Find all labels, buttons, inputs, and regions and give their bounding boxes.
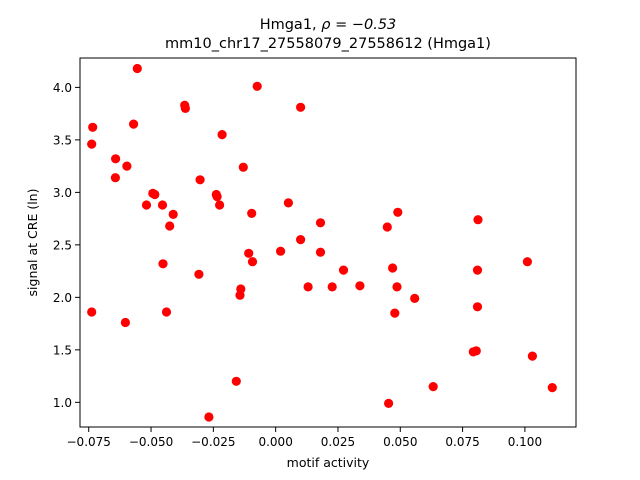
data-point — [247, 257, 258, 267]
data-point — [276, 246, 286, 256]
data-point — [110, 173, 120, 183]
data-point — [204, 412, 214, 422]
data-point — [212, 192, 222, 202]
data-point — [388, 263, 398, 273]
data-point — [392, 282, 402, 292]
y-tick-label: 3.5 — [53, 133, 72, 147]
x-tick-label: 0.050 — [383, 435, 417, 449]
data-point — [180, 103, 190, 113]
data-point — [165, 221, 175, 231]
chart-title-line2: mm10_chr17_27558079_27558612 (Hmga1) — [165, 36, 491, 52]
data-point — [235, 290, 245, 300]
y-tick-label: 3.0 — [53, 186, 72, 200]
data-point — [247, 208, 257, 218]
data-point — [122, 161, 132, 171]
y-axis-label: signal at CRE (ln) — [25, 189, 40, 297]
data-point — [111, 154, 121, 164]
data-point — [120, 317, 130, 328]
data-point — [88, 122, 98, 132]
data-point — [410, 293, 420, 303]
data-point — [471, 346, 481, 356]
data-point — [522, 257, 533, 267]
points-layer — [87, 63, 557, 422]
data-point — [150, 189, 160, 200]
y-tick-label: 4.0 — [53, 81, 72, 95]
data-point — [87, 139, 97, 149]
data-point — [168, 209, 178, 219]
data-point — [195, 175, 205, 185]
data-point — [194, 269, 204, 279]
data-point — [296, 235, 306, 245]
data-point — [393, 207, 403, 217]
data-point — [472, 265, 483, 275]
data-point — [283, 198, 293, 208]
x-tick-label: −0.050 — [129, 435, 173, 449]
data-point — [87, 307, 97, 317]
data-point — [547, 383, 557, 393]
data-point — [215, 200, 225, 210]
data-point — [384, 398, 394, 408]
data-point — [390, 308, 400, 318]
data-point — [231, 376, 241, 386]
data-point — [527, 351, 538, 361]
data-point — [428, 382, 438, 392]
data-point — [296, 102, 306, 112]
x-axis-label: motif activity — [287, 455, 370, 470]
plot-frame — [79, 57, 577, 428]
data-point — [158, 259, 168, 269]
data-point — [129, 119, 139, 129]
x-tick-label: 0.075 — [445, 435, 479, 449]
y-tick-label: 2.0 — [53, 291, 72, 305]
data-point — [327, 282, 337, 292]
y-axis: 1.0 1.5 2.0 2.5 3.0 3.5 4.0 — [53, 81, 80, 410]
x-tick-label: 0.025 — [321, 435, 355, 449]
data-point — [382, 222, 392, 232]
data-point — [338, 265, 349, 275]
chart-title-line1: Hmga1, ρ = −0.53 — [260, 17, 397, 33]
x-tick-label: 0.000 — [258, 435, 292, 449]
data-point — [355, 281, 365, 291]
data-point — [157, 200, 168, 210]
data-point — [252, 81, 262, 91]
data-point — [161, 307, 172, 317]
x-axis: −0.075 −0.050 −0.025 0.000 0.025 0.050 0.075 0.… — [67, 427, 542, 449]
x-tick-label: −0.075 — [67, 435, 111, 449]
data-point — [473, 215, 483, 225]
y-tick-label: 1.5 — [53, 343, 72, 357]
data-point — [244, 248, 254, 258]
x-tick-label: −0.025 — [191, 435, 235, 449]
data-point — [141, 200, 152, 210]
x-tick-label: 0.100 — [508, 435, 542, 449]
data-point — [238, 162, 248, 172]
data-point — [217, 130, 227, 140]
data-point — [303, 282, 313, 292]
data-point — [472, 302, 483, 312]
y-tick-label: 2.5 — [53, 238, 72, 252]
data-point — [132, 63, 142, 74]
data-point — [315, 218, 326, 228]
data-point — [315, 247, 326, 257]
y-tick-label: 1.0 — [53, 396, 72, 410]
